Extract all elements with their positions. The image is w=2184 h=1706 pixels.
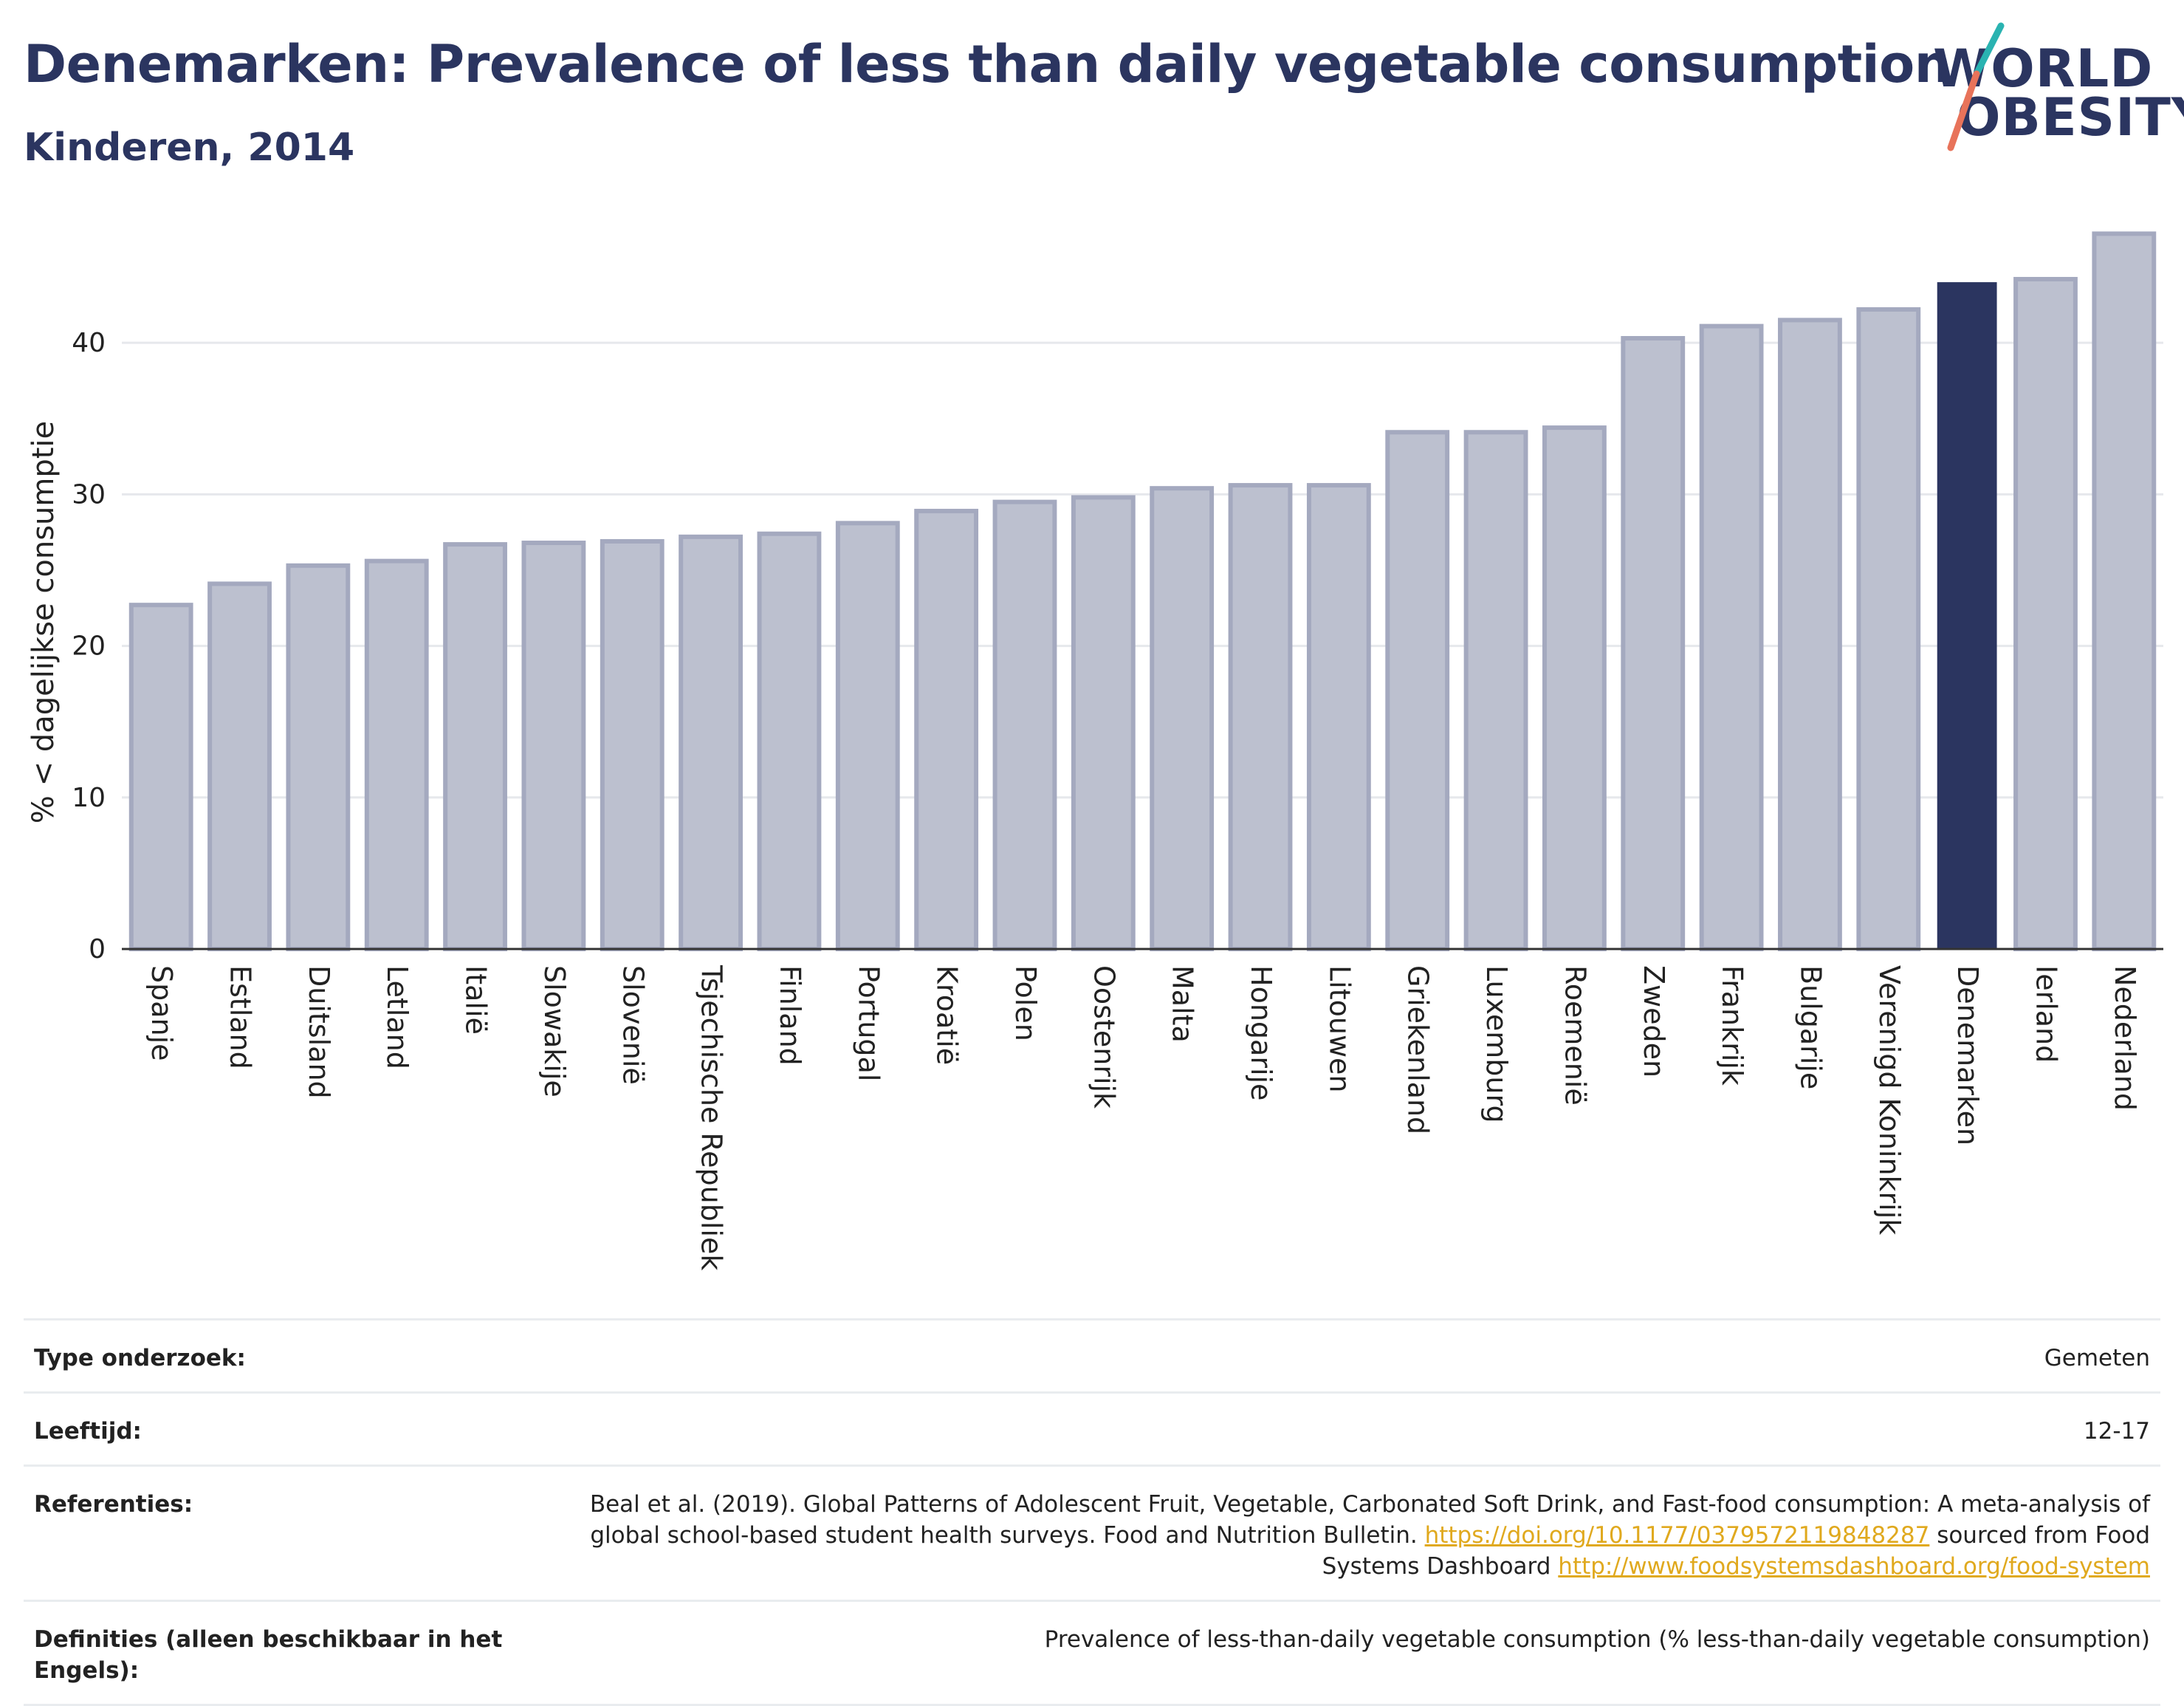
bar xyxy=(521,541,586,951)
x-tick-label: Estland xyxy=(224,965,257,1069)
reference-text: Beal et al. (2019). Global Patterns of A… xyxy=(589,1491,2150,1549)
info-label: Referenties: xyxy=(34,1491,193,1518)
bar xyxy=(207,581,272,952)
bar xyxy=(1463,430,1528,952)
food-systems-link[interactable]: http://www.foodsystemsdashboard.org/food… xyxy=(1558,1553,2150,1580)
x-tick-label: Tsjechische Republiek xyxy=(696,965,728,1270)
y-tick-label: 30 xyxy=(72,479,106,510)
x-tick-label: Letland xyxy=(381,965,413,1069)
chart-title: Denemarken: Prevalence of less than dail… xyxy=(24,34,1951,95)
bar xyxy=(1778,318,1842,951)
bar xyxy=(1699,323,1764,951)
bar xyxy=(1150,486,1215,951)
bar xyxy=(2013,276,2078,951)
doi-link[interactable]: https://doi.org/10.1177/0379572119848287 xyxy=(1424,1522,1930,1549)
info-label: Definities (alleen beschikbaar in het En… xyxy=(34,1626,503,1684)
y-tick-label: 20 xyxy=(72,631,106,662)
x-tick-label: Roemenië xyxy=(1559,965,1591,1106)
bar xyxy=(914,508,979,951)
bar xyxy=(1937,282,1997,949)
chart-subtitle: Kinderen, 2014 xyxy=(24,126,355,170)
info-value: Beal et al. (2019). Global Patterns of A… xyxy=(585,1489,2150,1582)
x-tick-label: Bulgarije xyxy=(1794,965,1827,1089)
y-tick-label: 0 xyxy=(89,934,106,965)
logo-word-obesity: OBESITY xyxy=(1957,87,2184,148)
bar xyxy=(364,558,429,951)
x-tick-label: Spanje xyxy=(145,965,178,1061)
bar xyxy=(1542,425,1607,952)
x-tick-label: Litouwen xyxy=(1323,965,1356,1093)
x-tick-label: Malta xyxy=(1167,965,1199,1043)
bar xyxy=(600,538,665,952)
bar xyxy=(1621,336,1686,951)
info-row-references: Referenties: Beal et al. (2019). Global … xyxy=(24,1465,2160,1600)
bar-chart: 0 10 20 30 40 % < dagelijkse consumptie Spanje… xyxy=(27,231,2163,1270)
bar xyxy=(1306,483,1371,951)
info-value: Prevalence of less-than-daily vegetable … xyxy=(1044,1626,2150,1653)
x-tick-label: Slowakije xyxy=(538,965,571,1097)
bar xyxy=(835,521,900,952)
info-row-age: Leeftijd: 12-17 xyxy=(24,1391,2160,1465)
bar xyxy=(992,499,1057,951)
world-obesity-logo: WORLD OBESITY xyxy=(1927,22,2184,155)
x-tick-label: Griekenland xyxy=(1402,965,1435,1134)
info-value: 12-17 xyxy=(2083,1418,2150,1445)
bar xyxy=(1385,430,1450,952)
bar xyxy=(128,603,193,951)
x-tick-label: Italië xyxy=(460,965,492,1035)
x-tick-label: Frankrijk xyxy=(1716,965,1748,1086)
x-tick-label: Oostenrijk xyxy=(1088,965,1120,1109)
bar xyxy=(1856,307,1921,952)
info-value: Gemeten xyxy=(2044,1345,2150,1371)
reference-source-text: sourced from Food Systems Dashboard xyxy=(1322,1522,2150,1580)
bar xyxy=(443,542,507,951)
bar xyxy=(2092,231,2157,951)
bar xyxy=(679,534,744,952)
info-label: Leeftijd: xyxy=(34,1418,142,1445)
y-axis-label: % < dagelijkse consumptie xyxy=(27,421,61,823)
x-tick-label: Slovenië xyxy=(617,965,649,1085)
x-tick-label: Hongarije xyxy=(1245,965,1277,1100)
info-row-type: Type onderzoek: Gemeten xyxy=(24,1318,2160,1391)
x-tick-label: Duitsland xyxy=(303,965,335,1099)
bar xyxy=(1228,483,1293,951)
bar xyxy=(1071,495,1136,951)
bar xyxy=(757,531,822,951)
x-tick-label: Polen xyxy=(1009,965,1042,1041)
x-tick-label: Zweden xyxy=(1638,965,1670,1078)
x-tick-label: Portugal xyxy=(852,965,885,1081)
x-tick-label: Luxemburg xyxy=(1480,965,1513,1123)
logo-slash-icon xyxy=(1947,22,2005,151)
x-tick-label: Kroatië xyxy=(931,965,964,1065)
x-tick-label: Finland xyxy=(774,965,806,1066)
y-tick-label: 40 xyxy=(72,328,106,358)
info-row-definitions: Definities (alleen beschikbaar in het En… xyxy=(24,1600,2160,1706)
x-tick-label: Ierland xyxy=(2030,965,2062,1063)
info-table: Type onderzoek: Gemeten Leeftijd: 12-17 … xyxy=(24,1318,2160,1706)
bar xyxy=(286,563,351,951)
x-tick-label: Verenigd Koninkrijk xyxy=(1873,965,1906,1235)
x-tick-label: Denemarken xyxy=(1951,965,1984,1145)
info-label: Type onderzoek: xyxy=(34,1345,246,1371)
y-tick-label: 10 xyxy=(72,783,106,813)
x-tick-label: Nederland xyxy=(2109,965,2141,1111)
